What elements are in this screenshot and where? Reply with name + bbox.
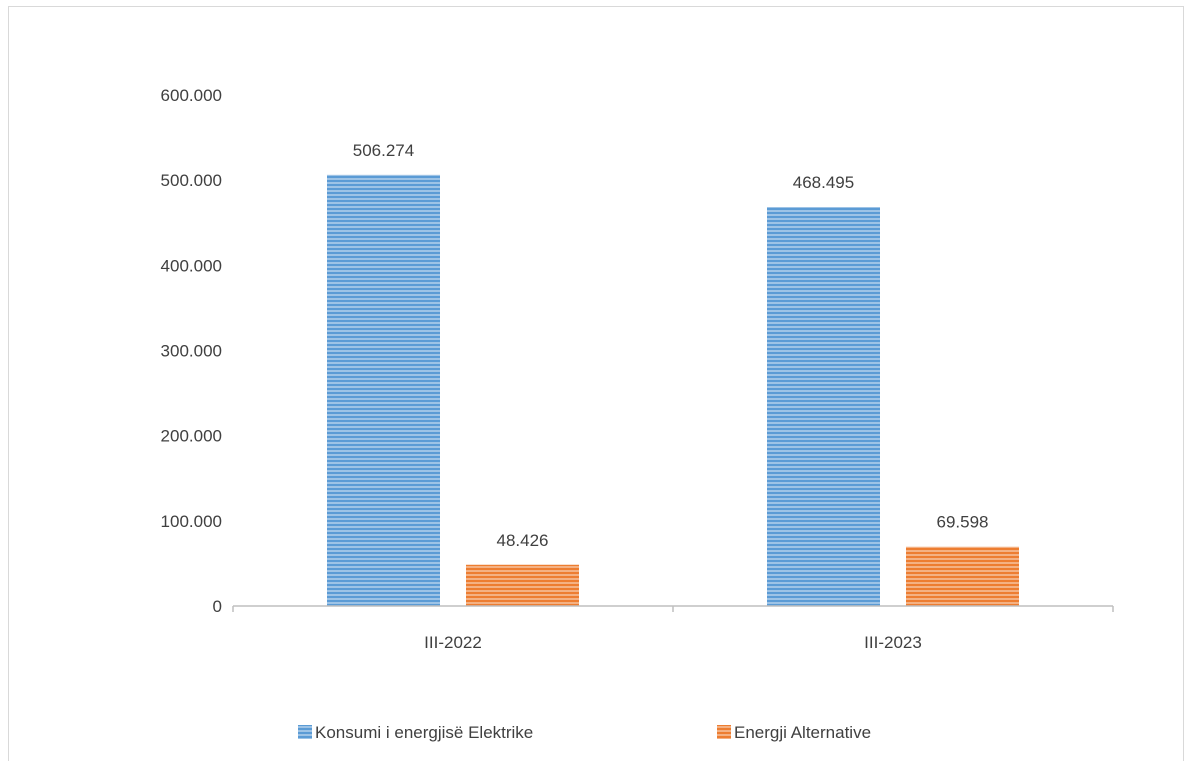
x-axis: III-2022 III-2023 — [232, 605, 1114, 652]
y-tick-label: 500.000 — [161, 171, 222, 190]
data-label: 468.495 — [793, 173, 854, 192]
legend-label: Konsumi i energjisë Elektrike — [315, 723, 533, 742]
y-tick-label: 400.000 — [161, 256, 222, 275]
y-tick-label: 300.000 — [161, 342, 222, 361]
bar-alternative-energy-III-2022 — [466, 564, 579, 606]
legend-swatch — [717, 725, 731, 739]
bar-electric-consumption-III-2022 — [327, 174, 440, 606]
bar-electric-consumption-III-2023 — [767, 206, 880, 607]
data-label: 48.426 — [497, 531, 549, 550]
x-category-label: III-2023 — [864, 633, 922, 652]
data-label: 506.274 — [353, 141, 414, 160]
y-axis-tick-labels: 0 100.000 200.000 300.000 400.000 500.000 600.… — [161, 86, 222, 616]
y-tick-label: 600.000 — [161, 86, 222, 105]
bar-alternative-energy-III-2023 — [906, 546, 1019, 606]
legend-swatch — [298, 725, 312, 739]
y-tick-label: 0 — [213, 597, 222, 616]
y-tick-label: 100.000 — [161, 512, 222, 531]
legend-label: Energji Alternative — [734, 723, 871, 742]
data-labels-group: 506.274 48.426 468.495 69.598 — [353, 141, 989, 550]
legend: Konsumi i energjisë Elektrike Energji Alt… — [298, 723, 871, 742]
chart-frame — [8, 6, 1184, 761]
data-label: 69.598 — [937, 513, 989, 532]
y-tick-label: 200.000 — [161, 427, 222, 446]
bars-group — [327, 174, 1019, 607]
x-category-label: III-2022 — [424, 633, 482, 652]
